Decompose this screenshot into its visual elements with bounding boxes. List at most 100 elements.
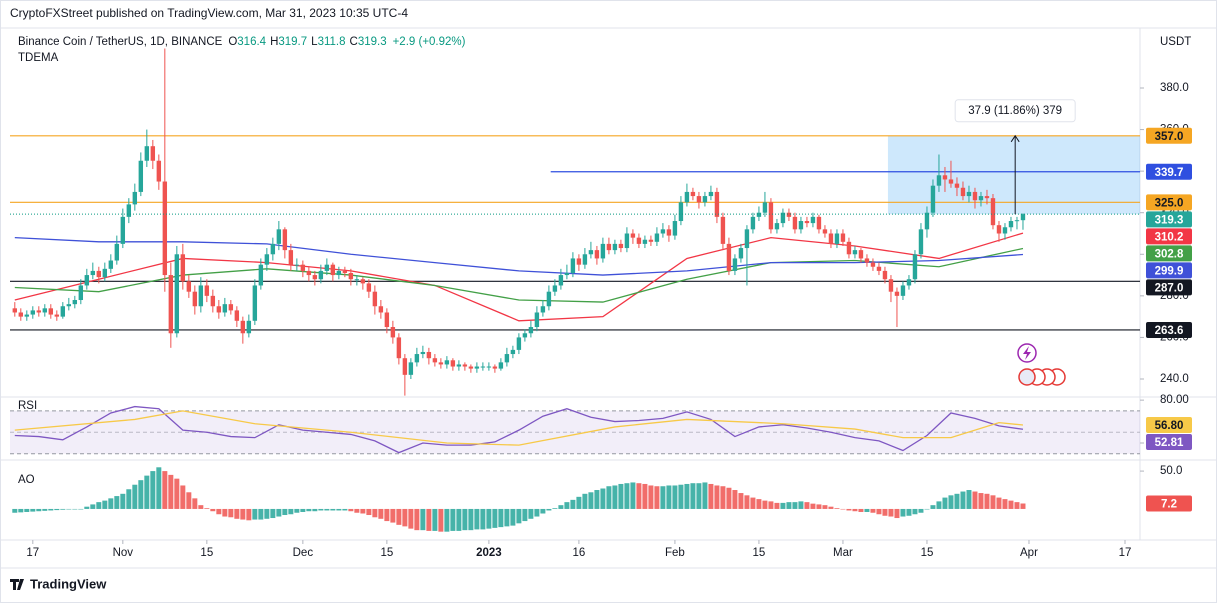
ohlc-letter: O <box>228 36 237 48</box>
candle-body <box>894 291 900 296</box>
candle-body <box>306 270 312 276</box>
candle-body <box>642 239 648 244</box>
candle-body <box>252 285 258 321</box>
ao-bar <box>192 498 198 509</box>
ao-bar <box>510 508 516 526</box>
ao-bar <box>660 486 666 509</box>
candle-body <box>240 320 246 334</box>
ao-bar <box>852 508 858 512</box>
candle-body <box>480 366 486 368</box>
ao-bar <box>732 490 738 509</box>
candle-body <box>30 310 36 315</box>
candle-body <box>144 146 150 161</box>
candle-body <box>504 354 510 363</box>
candle-body <box>210 295 216 307</box>
candle-body <box>774 223 780 230</box>
symbol-legend: Binance Coin / TetherUS, 1D, BINANCE O316… <box>18 36 466 48</box>
ao-bar <box>336 508 342 511</box>
candle-body <box>990 198 996 226</box>
candle-body <box>258 264 264 286</box>
candle-body <box>690 191 696 197</box>
ao-bar <box>354 508 360 513</box>
candle-body <box>792 216 798 230</box>
candle-body <box>672 221 678 236</box>
ao-bar <box>606 486 612 509</box>
ao-bar <box>216 508 222 515</box>
ohlc-letter: C <box>350 36 358 48</box>
ao-bar <box>450 508 456 531</box>
candle-body <box>462 364 468 367</box>
candle-body <box>756 212 762 217</box>
ao-bar <box>186 492 192 509</box>
measure-label-box <box>954 99 1076 123</box>
candle-body <box>828 233 834 244</box>
candle-body <box>360 279 366 284</box>
ao-bar <box>816 504 822 509</box>
candle-body <box>528 327 534 334</box>
ao-bar <box>126 489 132 509</box>
candle-body <box>936 175 942 186</box>
ao-bar <box>174 478 180 509</box>
ao-bar <box>264 508 270 519</box>
candle-body <box>120 216 126 244</box>
ao-bar <box>42 508 48 511</box>
candle-body <box>354 279 360 281</box>
ao-bar <box>768 501 774 509</box>
ao-bar <box>570 499 576 509</box>
ao-bar <box>18 508 24 513</box>
ohlc-value: 319.7 <box>278 36 307 48</box>
candle-body <box>174 254 180 334</box>
logo <box>10 579 24 590</box>
ao-bar <box>804 502 810 509</box>
candle-body <box>564 272 570 276</box>
candle-body <box>924 212 930 230</box>
price-badge-label: 302.8 <box>1155 248 1184 260</box>
candle-body <box>36 310 42 313</box>
ao-bar <box>888 508 894 517</box>
ao-bar <box>624 483 630 509</box>
footer: TradingView <box>10 576 107 591</box>
x-tick-label: Apr <box>1020 547 1038 559</box>
ao-bar <box>138 480 144 509</box>
price-badge <box>1146 211 1192 228</box>
candle-body <box>648 239 654 242</box>
price-badge-label: 325.0 <box>1155 197 1184 209</box>
ao-bar <box>180 485 186 509</box>
ao-bar <box>978 493 984 509</box>
price-badge-label: 263.6 <box>1155 325 1184 337</box>
ao-bar <box>30 508 36 512</box>
ao-bar <box>882 508 888 516</box>
ao-bar <box>924 508 930 510</box>
ao-bar <box>246 508 252 521</box>
ao-bar <box>594 490 600 509</box>
measure-label: 37.9 (11.86%) 379 <box>968 105 1062 117</box>
candle-body <box>834 233 840 244</box>
candle-body <box>636 237 642 244</box>
ao-bar <box>738 493 744 509</box>
candle-body <box>228 304 234 311</box>
ao-bar <box>12 508 18 513</box>
price-badge <box>1146 163 1192 180</box>
candle-body <box>138 160 144 192</box>
candle-body <box>960 187 966 197</box>
ao-bar <box>468 508 474 531</box>
price-badge <box>1146 321 1192 338</box>
candle-body <box>846 241 852 255</box>
y-tick-label: 80.00 <box>1160 394 1189 406</box>
candle-body <box>456 364 462 367</box>
price-badge <box>1146 434 1192 450</box>
ao-bar <box>486 508 492 529</box>
candle-body <box>108 260 114 269</box>
ao-bar <box>600 488 606 509</box>
y-tick-label: 50.0 <box>1160 465 1182 477</box>
candle-body <box>12 308 18 313</box>
ao-bar <box>210 508 216 512</box>
candle-body <box>300 264 306 271</box>
ao-bar <box>774 502 780 509</box>
candle-body <box>60 306 66 317</box>
candle-body <box>948 179 954 184</box>
candle-body <box>498 362 504 369</box>
candle-body <box>606 243 612 251</box>
